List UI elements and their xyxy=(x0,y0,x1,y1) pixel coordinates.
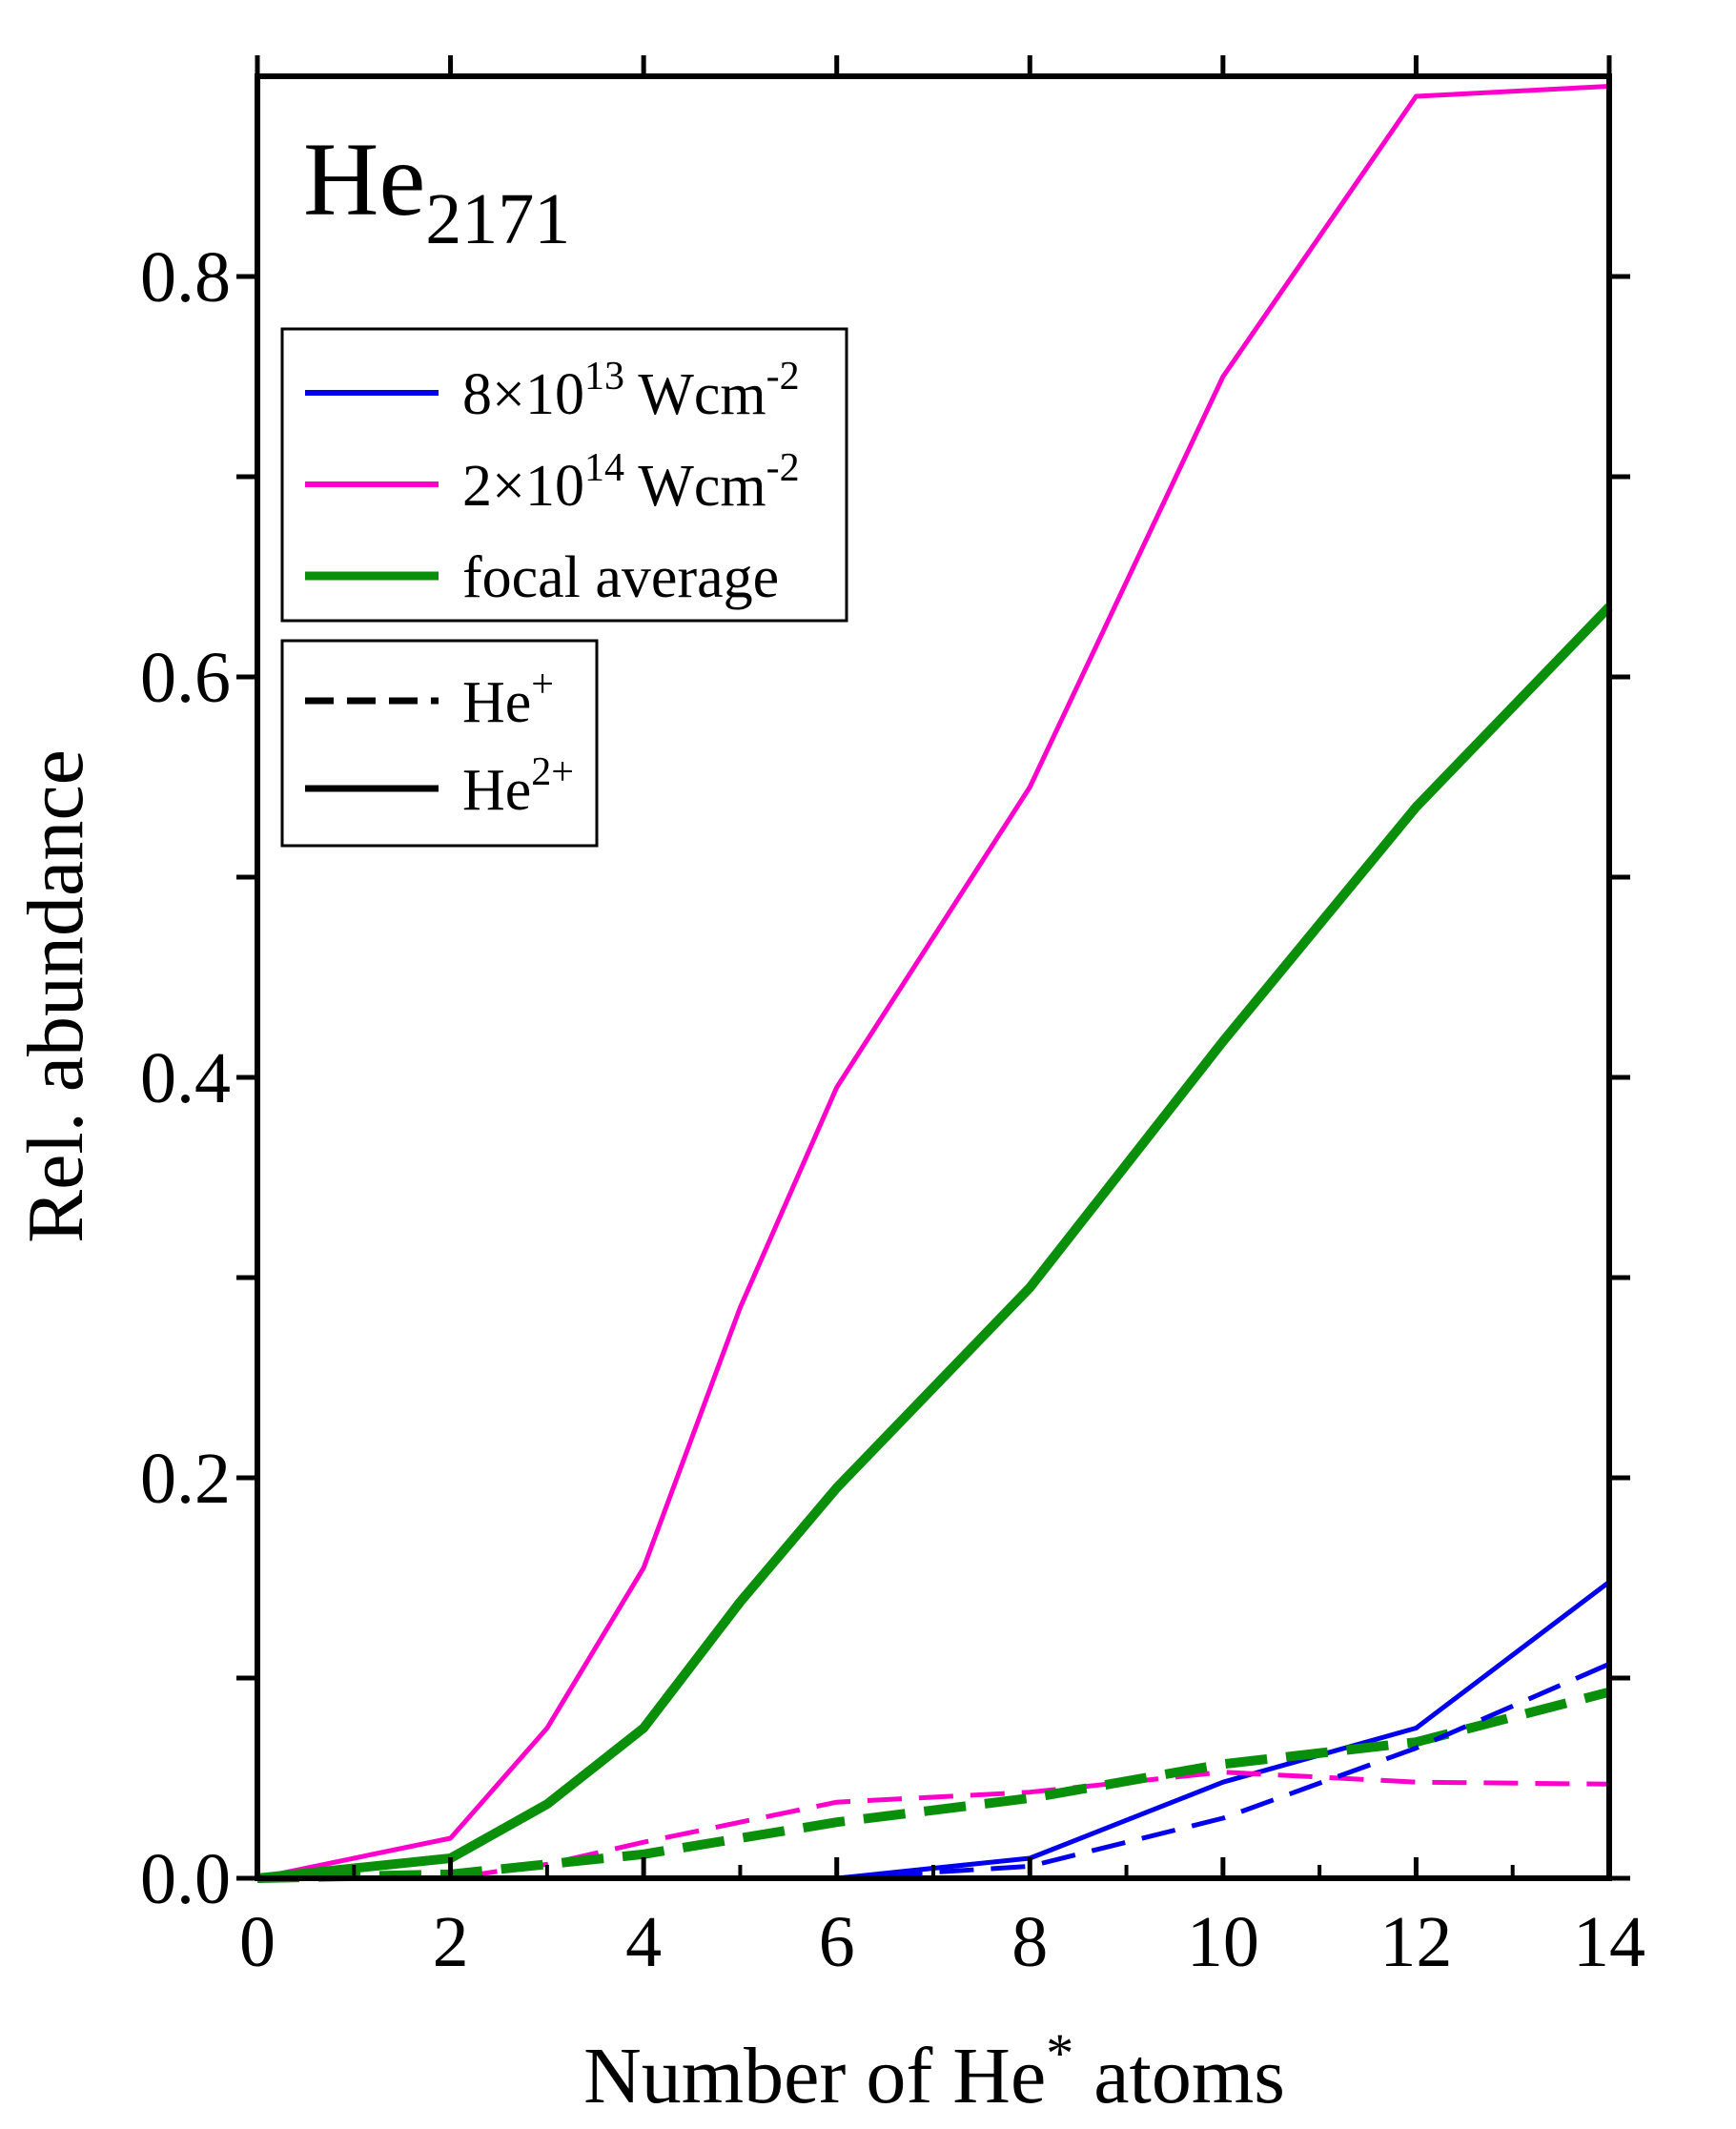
series-line-3 xyxy=(257,1770,1610,1881)
legend-label-blue: 8×1013 Wcm-2 xyxy=(462,355,800,427)
x-tick-label: 8 xyxy=(1011,1902,1048,1982)
y-tick-label: 0.6 xyxy=(140,638,231,718)
x-tick-label: 0 xyxy=(239,1902,276,1982)
legend-label-dashed: He+ xyxy=(462,663,554,735)
y-tick-label: 0.0 xyxy=(140,1839,231,1919)
legend-intensity: 8×1013 Wcm-2 2×1014 Wcm-2 focal average xyxy=(280,327,848,623)
legend-charge: He+ He2+ xyxy=(280,639,599,848)
y-tick-label: 0.2 xyxy=(140,1439,231,1519)
y-tick-label: 0.4 xyxy=(140,1038,231,1118)
legend-label-solid: He2+ xyxy=(462,750,574,823)
legend-label-green: focal average xyxy=(462,545,779,610)
x-axis-title-text: Number of He xyxy=(583,2032,1046,2120)
panel-label: He2171 xyxy=(303,121,570,259)
panel-label-base: He xyxy=(303,121,425,237)
x-axis-title-sup: * xyxy=(1046,2022,1073,2084)
legend-charge-box xyxy=(280,639,599,848)
series-line-5 xyxy=(836,1662,1610,1881)
series-line-1 xyxy=(256,604,1613,1883)
legend-label-magenta: 2×1014 Wcm-2 xyxy=(462,446,800,519)
x-tick-label: 4 xyxy=(625,1902,662,1982)
x-tick-label: 14 xyxy=(1573,1902,1645,1982)
series-line-0 xyxy=(256,84,1610,1881)
tick-group: 0 2 4 6 8 10 12 14 0.0 0.2 0.4 0.6 0.8 xyxy=(140,55,1645,1982)
series-line-4 xyxy=(256,1687,1611,1883)
x-tick-label: 6 xyxy=(819,1902,855,1982)
x-axis-title-after: atoms xyxy=(1073,2032,1285,2120)
series-line-2 xyxy=(836,1580,1611,1881)
panel-label-sub: 2171 xyxy=(425,179,570,259)
series-group xyxy=(256,84,1613,1883)
x-axis-title: Number of He* atoms xyxy=(583,2022,1285,2120)
x-tick-label: 2 xyxy=(433,1902,469,1982)
x-tick-label: 12 xyxy=(1379,1902,1452,1982)
x-tick-label: 10 xyxy=(1187,1902,1259,1982)
y-tick-label: 0.8 xyxy=(140,237,231,317)
y-axis-title: Rel. abundance xyxy=(11,749,100,1243)
